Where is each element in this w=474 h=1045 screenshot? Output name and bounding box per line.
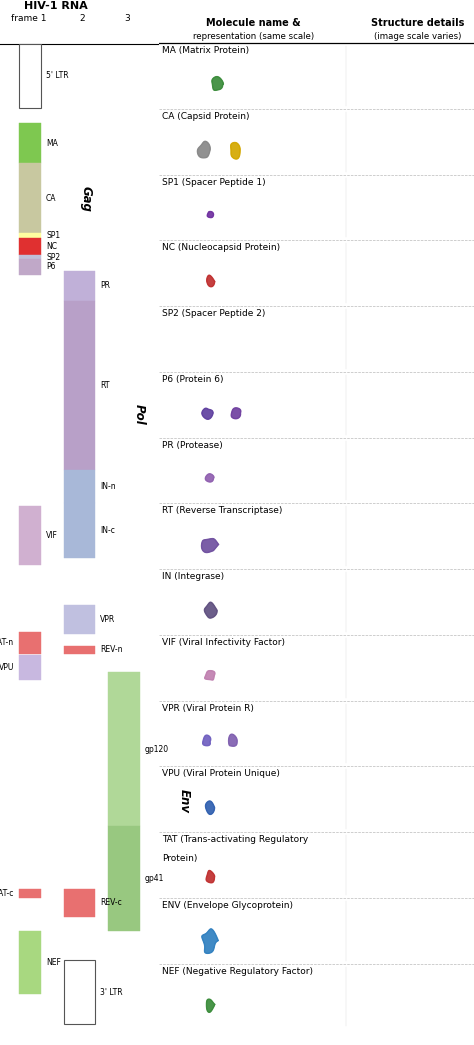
Text: REV-c: REV-c	[100, 899, 122, 907]
Polygon shape	[206, 800, 215, 814]
Text: VPR: VPR	[100, 614, 115, 624]
Bar	[64, 301, 95, 470]
Bar	[19, 655, 41, 680]
Polygon shape	[205, 473, 214, 482]
Text: MA: MA	[46, 139, 58, 147]
Text: MA (Matrix Protein): MA (Matrix Protein)	[162, 46, 249, 55]
Text: RT (Reverse Transcriptase): RT (Reverse Transcriptase)	[162, 507, 283, 515]
Text: VPR (Viral Protein R): VPR (Viral Protein R)	[162, 703, 254, 713]
Text: VIF: VIF	[46, 531, 58, 540]
Polygon shape	[205, 671, 215, 680]
Text: representation (same scale): representation (same scale)	[193, 31, 314, 41]
Text: 5' LTR: 5' LTR	[46, 71, 69, 80]
Bar	[64, 503, 95, 558]
Bar	[19, 163, 41, 233]
Text: VPU: VPU	[0, 664, 14, 672]
Text: HIV-1 RNA: HIV-1 RNA	[24, 1, 87, 11]
Text: CA: CA	[46, 193, 56, 203]
Text: TAT-n: TAT-n	[0, 638, 14, 647]
Text: 3' LTR: 3' LTR	[100, 988, 123, 997]
Text: NEF (Negative Regulatory Factor): NEF (Negative Regulatory Factor)	[162, 967, 313, 976]
Bar	[64, 470, 95, 503]
Text: Pol: Pol	[133, 404, 146, 424]
Text: IN-c: IN-c	[100, 526, 115, 535]
Text: SP2 (Spacer Peptide 2): SP2 (Spacer Peptide 2)	[162, 309, 265, 318]
Text: VIF (Viral Infectivity Factor): VIF (Viral Infectivity Factor)	[162, 637, 285, 647]
Text: RT: RT	[100, 381, 109, 390]
Text: TAT (Trans-activating Regulatory: TAT (Trans-activating Regulatory	[162, 835, 308, 844]
Polygon shape	[231, 408, 241, 419]
Polygon shape	[203, 735, 211, 746]
Polygon shape	[212, 76, 223, 90]
Polygon shape	[207, 275, 215, 286]
Polygon shape	[201, 538, 219, 553]
Text: P6 (Protein 6): P6 (Protein 6)	[162, 375, 223, 384]
Text: CA (Capsid Protein): CA (Capsid Protein)	[162, 112, 249, 121]
Text: NC: NC	[46, 241, 57, 251]
Polygon shape	[206, 870, 215, 883]
Bar	[108, 672, 140, 827]
Bar	[19, 255, 41, 259]
Polygon shape	[231, 142, 240, 159]
Polygon shape	[197, 141, 210, 158]
Text: NC (Nucleocapsid Protein): NC (Nucleocapsid Protein)	[162, 243, 280, 253]
Text: gp41: gp41	[145, 875, 164, 883]
Bar	[19, 507, 41, 564]
Bar	[19, 632, 41, 653]
Text: ENV (Envelope Glycoprotein): ENV (Envelope Glycoprotein)	[162, 901, 293, 910]
Text: (image scale varies): (image scale varies)	[374, 31, 461, 41]
Bar	[64, 604, 95, 634]
Bar	[19, 259, 41, 275]
Text: IN (Integrase): IN (Integrase)	[162, 573, 224, 581]
Text: SP1: SP1	[46, 231, 60, 240]
Bar	[64, 960, 95, 1024]
Bar	[64, 646, 95, 653]
Text: 2: 2	[80, 15, 85, 23]
Text: TAT-c: TAT-c	[0, 889, 14, 898]
Bar	[19, 889, 41, 898]
Text: gp120: gp120	[145, 744, 169, 753]
Bar	[64, 271, 95, 301]
Text: Molecule name &: Molecule name &	[206, 18, 301, 27]
Text: REV-n: REV-n	[100, 645, 123, 654]
Bar	[19, 123, 41, 163]
Polygon shape	[202, 409, 213, 419]
Polygon shape	[207, 211, 214, 217]
Text: VPU (Viral Protein Unique): VPU (Viral Protein Unique)	[162, 769, 280, 779]
Polygon shape	[207, 999, 215, 1013]
Bar	[19, 233, 41, 237]
Text: frame 1: frame 1	[11, 15, 46, 23]
Text: P6: P6	[46, 262, 55, 272]
Text: SP1 (Spacer Peptide 1): SP1 (Spacer Peptide 1)	[162, 178, 265, 187]
Text: SP2: SP2	[46, 253, 60, 261]
Text: NEF: NEF	[46, 958, 61, 967]
Text: Structure details: Structure details	[371, 18, 464, 27]
Bar	[19, 237, 41, 255]
Text: IN-n: IN-n	[100, 482, 116, 491]
Text: PR: PR	[100, 281, 110, 291]
Text: PR (Protease): PR (Protease)	[162, 441, 223, 449]
Polygon shape	[228, 735, 237, 746]
Bar	[19, 44, 41, 108]
Polygon shape	[204, 602, 217, 618]
Text: Protein): Protein)	[162, 854, 197, 862]
Polygon shape	[202, 929, 219, 953]
Bar	[64, 889, 95, 916]
Bar	[19, 931, 41, 994]
Text: Gag: Gag	[79, 186, 92, 212]
Bar	[108, 827, 140, 931]
Text: 3: 3	[124, 15, 130, 23]
Text: Env: Env	[178, 789, 191, 813]
